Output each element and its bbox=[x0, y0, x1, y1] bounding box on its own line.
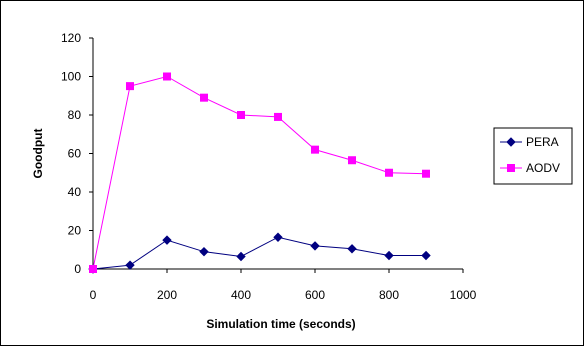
data-point-pera bbox=[199, 246, 209, 257]
series-line-aodv bbox=[92, 75, 427, 270]
data-point-pera bbox=[347, 244, 357, 254]
y-tick-label: 100 bbox=[61, 70, 81, 84]
legend-marker-pera bbox=[506, 137, 516, 147]
y-tick-label: 60 bbox=[68, 147, 82, 161]
x-tick-label: 600 bbox=[305, 288, 325, 302]
data-point-pera bbox=[236, 251, 246, 262]
data-point-aodv bbox=[89, 265, 97, 273]
data-point-aodv bbox=[311, 145, 319, 154]
y-tick-label: 120 bbox=[61, 31, 81, 45]
data-point-aodv bbox=[348, 156, 356, 165]
data-point-pera bbox=[421, 250, 431, 261]
x-tick-label: 0 bbox=[90, 288, 97, 302]
x-tick-label: 200 bbox=[157, 288, 177, 302]
x-axis: 0 200 400 600 800 1000 bbox=[90, 268, 477, 302]
y-axis: 0 20 40 60 80 100 120 bbox=[61, 31, 94, 276]
series-aodv bbox=[89, 72, 430, 273]
data-point-aodv bbox=[163, 72, 171, 81]
data-point-aodv bbox=[274, 112, 282, 121]
series-layer bbox=[88, 72, 431, 274]
legend-label-aodv: AODV bbox=[526, 161, 560, 175]
legend-label-pera: PERA bbox=[526, 135, 559, 149]
series-pera bbox=[88, 232, 431, 274]
x-tick-label: 1000 bbox=[450, 288, 477, 302]
y-tick-label: 40 bbox=[68, 185, 82, 199]
data-point-aodv bbox=[200, 93, 208, 102]
series-line-pera bbox=[92, 236, 426, 270]
data-point-aodv bbox=[422, 169, 430, 178]
data-point-pera bbox=[273, 232, 283, 242]
y-axis-title: Goodput bbox=[31, 129, 45, 179]
data-point-aodv bbox=[385, 168, 393, 177]
legend-marker-aodv bbox=[507, 164, 515, 172]
x-axis-title: Simulation time (seconds) bbox=[206, 317, 355, 331]
legend-box bbox=[493, 127, 573, 185]
y-tick-label: 20 bbox=[68, 224, 82, 238]
data-point-pera bbox=[162, 235, 172, 245]
y-tick-label: 80 bbox=[68, 108, 82, 122]
x-tick-label: 400 bbox=[231, 288, 251, 302]
data-point-aodv bbox=[237, 111, 245, 119]
data-point-pera bbox=[125, 260, 135, 270]
x-tick-label: 800 bbox=[379, 288, 399, 302]
y-tick-label: 0 bbox=[74, 262, 81, 276]
data-point-aodv bbox=[126, 82, 134, 91]
data-point-pera bbox=[384, 250, 394, 261]
data-point-pera bbox=[310, 241, 320, 251]
legend: PERA AODV bbox=[493, 127, 573, 185]
